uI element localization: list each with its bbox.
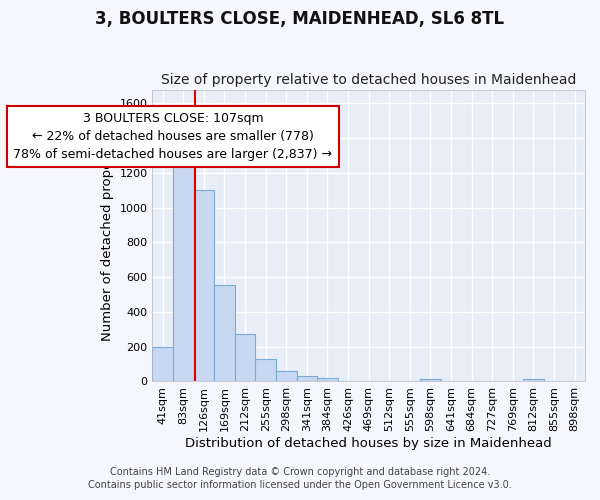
X-axis label: Distribution of detached houses by size in Maidenhead: Distribution of detached houses by size … <box>185 437 552 450</box>
Bar <box>296 376 317 382</box>
Y-axis label: Number of detached properties: Number of detached properties <box>101 130 114 340</box>
Bar <box>317 378 338 382</box>
Bar <box>276 371 296 382</box>
Bar <box>235 334 256 382</box>
Title: Size of property relative to detached houses in Maidenhead: Size of property relative to detached ho… <box>161 73 577 87</box>
Bar <box>420 379 441 382</box>
Bar <box>256 359 276 382</box>
Bar <box>173 161 194 382</box>
Text: 3, BOULTERS CLOSE, MAIDENHEAD, SL6 8TL: 3, BOULTERS CLOSE, MAIDENHEAD, SL6 8TL <box>95 10 505 28</box>
Bar <box>214 285 235 382</box>
Bar <box>152 346 173 382</box>
Text: 3 BOULTERS CLOSE: 107sqm
← 22% of detached houses are smaller (778)
78% of semi-: 3 BOULTERS CLOSE: 107sqm ← 22% of detach… <box>13 112 332 161</box>
Text: Contains HM Land Registry data © Crown copyright and database right 2024.
Contai: Contains HM Land Registry data © Crown c… <box>88 467 512 490</box>
Bar <box>194 190 214 382</box>
Bar <box>523 379 544 382</box>
